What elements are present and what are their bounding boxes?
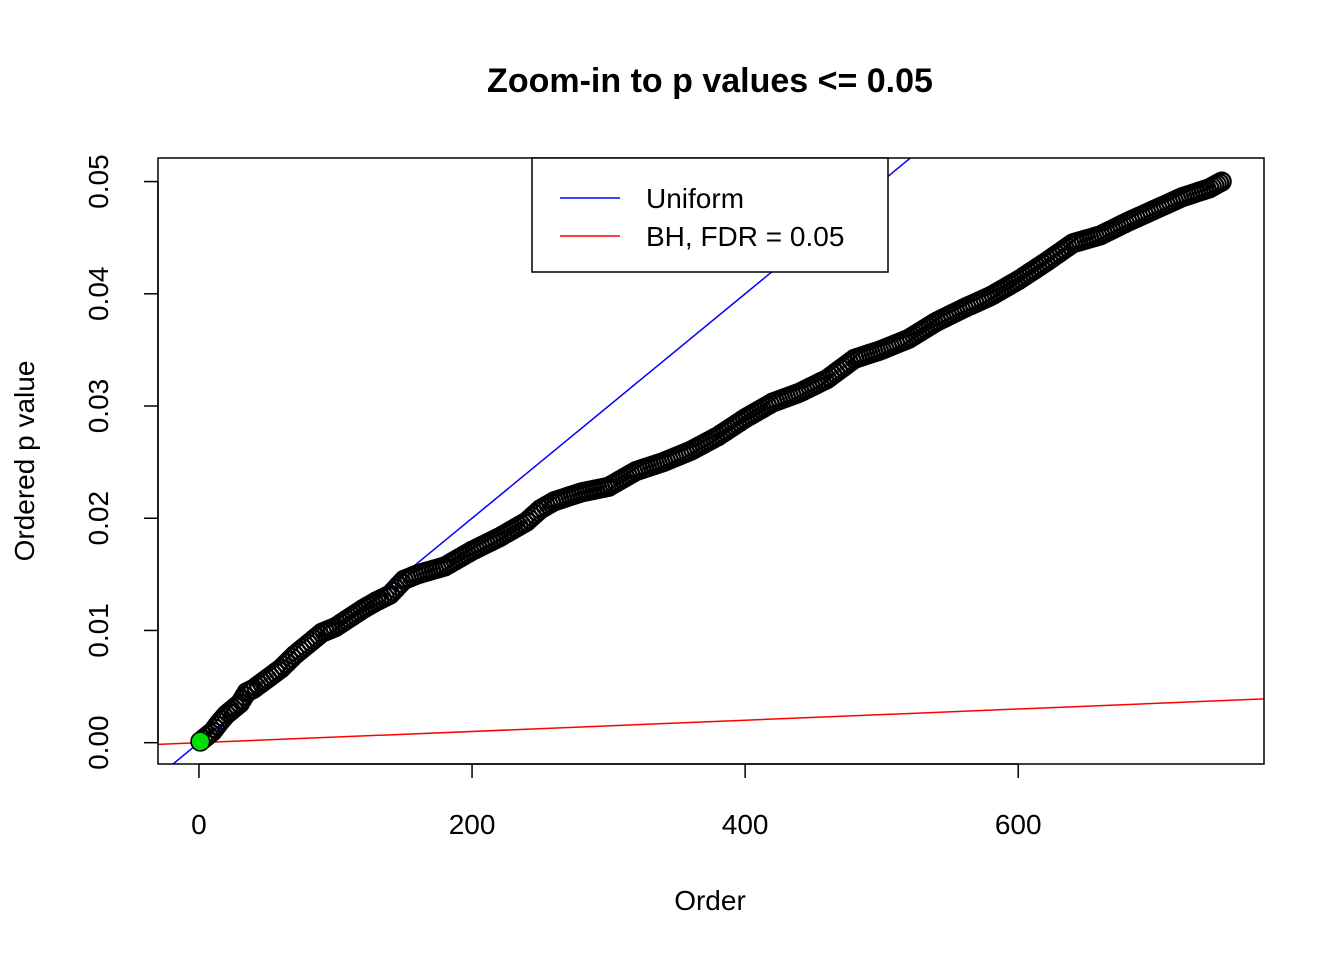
y-tick-label: 0.02 xyxy=(83,491,114,546)
legend-label-bh: BH, FDR = 0.05 xyxy=(646,221,844,252)
reference-lines xyxy=(158,158,1264,764)
y-axis-label: Ordered p value xyxy=(9,361,40,562)
x-axis-label: Order xyxy=(674,885,746,916)
highlight-layer xyxy=(191,733,209,751)
x-tick-label: 600 xyxy=(995,809,1042,840)
y-tick-label: 0.00 xyxy=(83,715,114,770)
y-tick-label: 0.03 xyxy=(83,379,114,434)
x-tick-label: 400 xyxy=(722,809,769,840)
legend-label-uniform: Uniform xyxy=(646,183,744,214)
data-points xyxy=(190,171,1232,752)
y-tick-label: 0.04 xyxy=(83,267,114,322)
data-point xyxy=(1211,171,1232,192)
reference-line-1 xyxy=(158,698,1264,746)
x-tick-label: 0 xyxy=(191,809,207,840)
legend-box xyxy=(531,157,889,273)
y-axis: 0.00 0.01 0.02 0.03 0.04 0.05 xyxy=(83,154,159,770)
x-axis: 0 200 400 600 xyxy=(191,763,1042,840)
reference-line-0 xyxy=(171,158,912,764)
highlight-point xyxy=(191,733,209,751)
y-tick-label: 0.05 xyxy=(83,154,114,209)
x-tick-label: 200 xyxy=(449,809,496,840)
y-tick-label: 0.01 xyxy=(83,603,114,658)
legend: Uniform BH, FDR = 0.05 xyxy=(531,157,889,273)
chart-title: Zoom-in to p values <= 0.05 xyxy=(487,62,933,100)
